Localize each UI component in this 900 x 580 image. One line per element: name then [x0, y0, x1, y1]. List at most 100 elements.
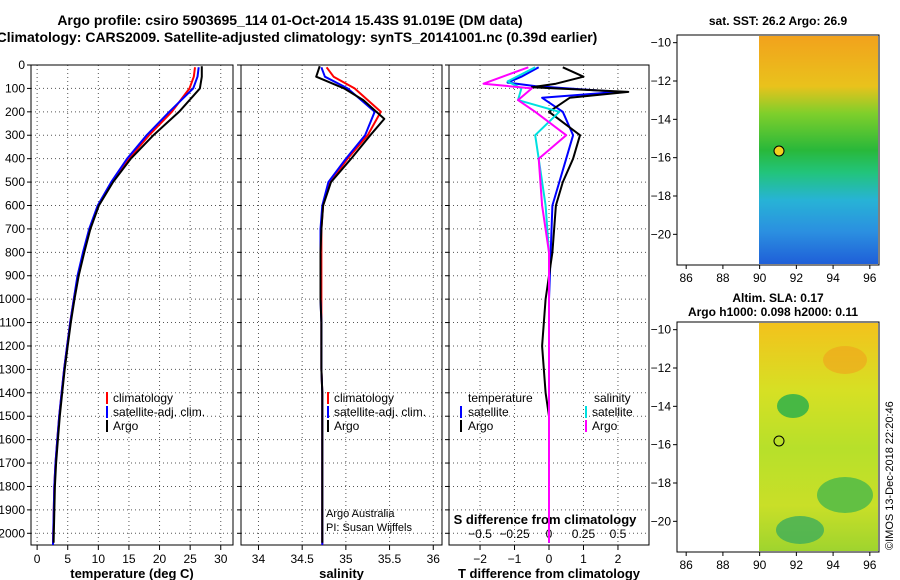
- map-y-tick-label: −20: [651, 514, 672, 528]
- x-tick-label: 2: [615, 552, 622, 566]
- map-x-tick-label: 88: [716, 558, 730, 572]
- sst-profile-marker: [773, 145, 785, 157]
- sla-low-patch: [817, 477, 873, 513]
- y-tick-label: 2000: [0, 526, 25, 540]
- map-x-tick-label: 94: [826, 558, 840, 572]
- y-tick-label: 1200: [0, 339, 25, 353]
- sst-map: sat. SST: 26.2 Argo: 26.9 86 88 90 92 94 96 −1…: [651, 14, 880, 285]
- x-tick-label: 35.5: [378, 552, 402, 566]
- map-y-tick-label: −14: [651, 399, 672, 413]
- x-tick-label: 35: [339, 552, 353, 566]
- x-tick-label: 5: [64, 552, 71, 566]
- map-y-tick-label: −16: [651, 151, 672, 165]
- legend-temperature-heading: temperature: [468, 391, 533, 405]
- map-x-tick-label: 94: [826, 271, 840, 285]
- sla-low-patch: [777, 394, 809, 418]
- sla-low-patch: [776, 516, 824, 544]
- y-tick-label: 0: [18, 58, 25, 72]
- sla-high-patch: [823, 346, 867, 374]
- map-y-tick-label: −18: [651, 189, 672, 203]
- y-tick-label: 1600: [0, 433, 25, 447]
- legend-salinity-heading: salinity: [594, 391, 631, 405]
- y-tick-label: 500: [5, 175, 25, 189]
- legend-temperature-panel: climatology satellite-adj. clim. Argo: [106, 391, 205, 433]
- imos-credit: ©IMOS 13-Dec-2018 22:20:46: [884, 401, 896, 550]
- y-tick-label: 700: [5, 222, 25, 236]
- legend-satellite-label: satellite-adj. clim.: [113, 405, 205, 419]
- legend-satellite-label: satellite-adj. clim.: [334, 405, 426, 419]
- series-line-temperature-argo: [530, 66, 630, 543]
- series-line-salinity-satellite: [506, 66, 561, 543]
- figure-title-line2: Climatology: CARS2009. Satellite-adjuste…: [0, 29, 597, 45]
- secondary-axis-label: S difference from climatology: [454, 512, 638, 527]
- plot-frame: [240, 64, 443, 546]
- x-axis-label: salinity: [319, 566, 365, 580]
- map-x-tick-label: 90: [753, 271, 767, 285]
- x-tick-label: 0: [546, 552, 553, 566]
- map-y-tick-label: −18: [651, 476, 672, 490]
- legend-argo-label: Argo: [113, 419, 139, 433]
- credit-line1: Argo Australia: [326, 508, 395, 520]
- y-tick-label: 1300: [0, 362, 25, 376]
- y-tick-label: 1700: [0, 456, 25, 470]
- legend-argo-label: Argo: [334, 419, 360, 433]
- x-tick-label: 10: [92, 552, 106, 566]
- map-x-tick-label: 86: [680, 271, 694, 285]
- sla-map-title-line2: Argo h1000: 0.098 h2000: 0.11: [688, 305, 858, 319]
- y-tick-label: 1800: [0, 479, 25, 493]
- credit-line2: PI: Susan Wijffels: [326, 522, 412, 534]
- x-tick-label: −2: [473, 552, 487, 566]
- series-line-salinity-argo: [482, 66, 568, 543]
- legend-climatology-label: climatology: [113, 391, 173, 405]
- figure-title-line1: Argo profile: csiro 5903695_114 01-Oct-2…: [57, 12, 522, 28]
- series-line-argo: [52, 66, 203, 543]
- legend-temperature-satellite-label: satellite: [468, 405, 509, 419]
- sla-map-title-line1: Altim. SLA: 0.17: [732, 291, 824, 305]
- map-y-tick-label: −20: [651, 227, 672, 241]
- panel-temperature: 0 5 10 15 20 25 30 temperature (deg C) 0 100 200 30…: [0, 58, 234, 580]
- series-line-satellite-adj-clim-: [52, 67, 200, 546]
- x-tick-label: 1: [580, 552, 587, 566]
- map-y-tick-label: −10: [651, 323, 672, 337]
- map-y-tick-label: −12: [651, 74, 672, 88]
- x-tick-label: −1: [508, 552, 522, 566]
- map-x-tick-label: 88: [716, 271, 730, 285]
- x-tick-label: 20: [153, 552, 167, 566]
- y-tick-label: 200: [5, 105, 25, 119]
- map-y-tick-label: −14: [651, 112, 672, 126]
- map-x-tick-label: 96: [863, 558, 877, 572]
- secondary-tick-label: −0.25: [499, 527, 530, 541]
- legend-difference-panel: temperature satellite Argo salinity sate…: [460, 391, 633, 433]
- sla-map-axes: 86 88 90 92 94 96 −10 −12 −14 −16 −18 −20: [651, 323, 877, 572]
- map-x-tick-label: 92: [790, 271, 804, 285]
- x-tick-label: 34.5: [290, 552, 314, 566]
- secondary-tick-label: 0.5: [610, 527, 627, 541]
- y-tick-label: 100: [5, 81, 25, 95]
- map-x-tick-label: 92: [790, 558, 804, 572]
- sst-map-axes: 86 88 90 92 94 96 −10 −12 −14 −16 −18 −20: [651, 36, 877, 285]
- map-y-tick-label: −12: [651, 361, 672, 375]
- sla-map: Altim. SLA: 0.17 Argo h1000: 0.098 h2000…: [651, 291, 880, 572]
- x-axis-label: T difference from climatology: [458, 566, 641, 580]
- y-tick-label: 800: [5, 245, 25, 259]
- x-tick-label: 36: [427, 552, 441, 566]
- secondary-tick-label: −0.5: [468, 527, 492, 541]
- sla-profile-marker: [773, 435, 785, 447]
- legend-salinity-satellite-label: satellite: [592, 405, 633, 419]
- panel-difference: −2 −1 0 1 2T difference from climatology S di…: [445, 64, 650, 580]
- y-tick-label: 900: [5, 269, 25, 283]
- map-x-tick-label: 86: [680, 558, 694, 572]
- y-tick-label: 1000: [0, 292, 25, 306]
- sst-map-title: sat. SST: 26.2 Argo: 26.9: [709, 14, 848, 28]
- panel-salinity: 34 34.5 35 35.5 36 salinity: [237, 64, 443, 580]
- y-tick-label: 1900: [0, 503, 25, 517]
- legend-salinity-panel: climatology satellite-adj. clim. Argo Ar…: [326, 391, 426, 534]
- series-line-climatology: [320, 66, 382, 545]
- x-tick-label: 34: [252, 552, 266, 566]
- x-tick-label: 30: [214, 552, 228, 566]
- y-tick-label: 1500: [0, 409, 25, 423]
- secondary-tick-label: 0.25: [572, 527, 596, 541]
- map-y-tick-label: −10: [651, 36, 672, 50]
